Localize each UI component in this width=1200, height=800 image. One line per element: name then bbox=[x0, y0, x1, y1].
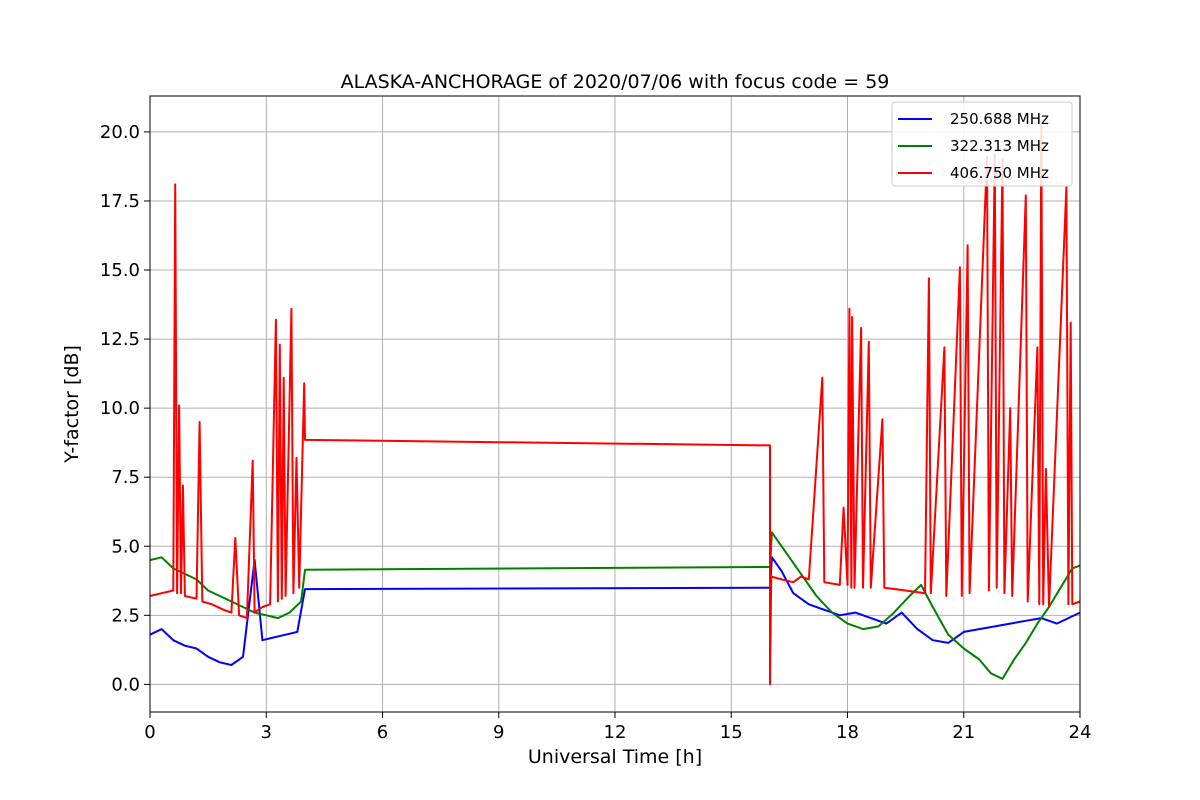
y-tick-label: 7.5 bbox=[111, 467, 140, 488]
legend: 250.688 MHz 322.313 MHz 406.750 MHz bbox=[891, 101, 1073, 187]
x-tick-label: 15 bbox=[720, 722, 743, 743]
series-layer bbox=[149, 122, 1081, 686]
y-tick-label: 10.0 bbox=[100, 398, 140, 419]
x-tick-label: 18 bbox=[836, 722, 859, 743]
x-tick-label: 6 bbox=[377, 722, 388, 743]
x-tick-label: 12 bbox=[604, 722, 627, 743]
legend-label-2: 322.313 MHz bbox=[950, 137, 1049, 155]
x-axis-label: Universal Time [h] bbox=[528, 746, 702, 768]
legend-label-1: 250.688 MHz bbox=[950, 110, 1049, 128]
y-tick-label: 17.5 bbox=[100, 191, 140, 212]
x-tick-label: 9 bbox=[493, 722, 504, 743]
y-axis-ticks: 0.0 2.5 5.0 7.5 10.0 12.5 15.0 17.5 20.0 bbox=[100, 122, 150, 695]
y-tick-label: 5.0 bbox=[111, 536, 140, 557]
x-tick-label: 21 bbox=[952, 722, 975, 743]
y-tick-label: 15.0 bbox=[100, 260, 140, 281]
legend-label-3: 406.750 MHz bbox=[950, 164, 1049, 182]
x-tick-label: 24 bbox=[1069, 722, 1092, 743]
chart-title: ALASKA-ANCHORAGE of 2020/07/06 with focu… bbox=[341, 71, 890, 93]
y-tick-label: 0.0 bbox=[111, 674, 140, 695]
y-tick-label: 12.5 bbox=[100, 329, 140, 350]
series-line-3 bbox=[149, 122, 1081, 686]
y-tick-label: 2.5 bbox=[111, 605, 140, 626]
x-tick-label: 0 bbox=[144, 722, 155, 743]
x-axis-ticks: 0 3 6 9 12 15 18 21 24 bbox=[144, 712, 1091, 743]
series-line-1 bbox=[149, 556, 1081, 666]
y-axis-label: Y-factor [dB] bbox=[61, 345, 83, 464]
y-tick-label: 20.0 bbox=[100, 122, 140, 143]
legend-box bbox=[891, 101, 1073, 187]
x-tick-label: 3 bbox=[261, 722, 272, 743]
series-line-2 bbox=[149, 531, 1081, 680]
